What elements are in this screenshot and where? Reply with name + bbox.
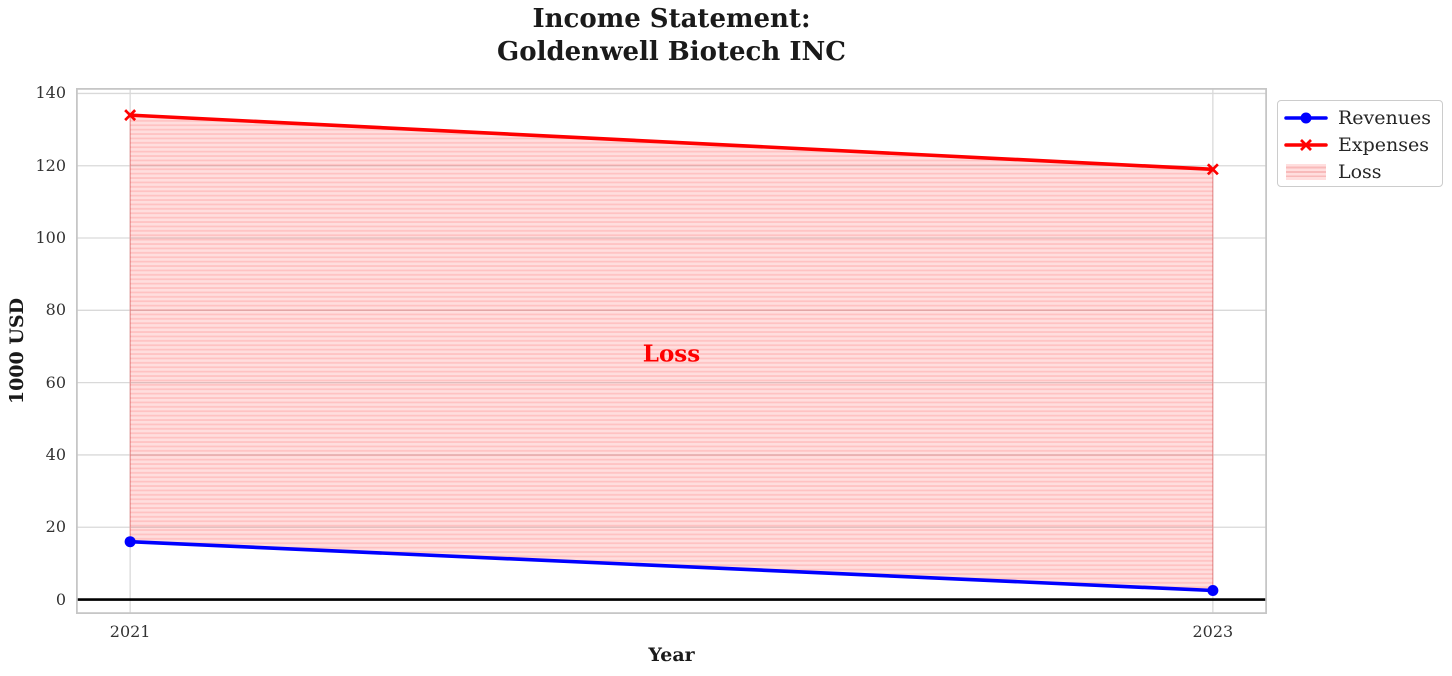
legend: Revenues Expenses Loss xyxy=(1277,100,1443,187)
legend-label-expenses: Expenses xyxy=(1338,133,1429,156)
y-tick-label-140: 140 xyxy=(35,83,66,103)
legend-label-loss: Loss xyxy=(1338,160,1382,183)
legend-label-revenues: Revenues xyxy=(1338,106,1431,129)
legend-item-revenues: Revenues xyxy=(1284,104,1442,131)
x-axis-title: Year xyxy=(648,644,695,666)
loss-hatch-patch xyxy=(1286,163,1326,180)
y-tick-label-100: 100 xyxy=(35,228,66,248)
chart-title-line-2: Goldenwell Biotech INC xyxy=(497,37,846,67)
revenues-line-sample xyxy=(1284,109,1328,127)
revenues-marker xyxy=(124,536,136,548)
plot-area xyxy=(76,88,1267,614)
revenues-sample-glyph xyxy=(1284,112,1328,123)
x-tick-label-2023: 2023 xyxy=(1192,622,1234,641)
y-tick-label-80: 80 xyxy=(45,300,66,320)
revenues-line xyxy=(128,539,1215,593)
chart-title: Income Statement: Goldenwell Biotech INC xyxy=(76,3,1267,69)
expenses-marker xyxy=(124,109,137,122)
plot-border xyxy=(76,88,1267,614)
y-tick-label-60: 60 xyxy=(45,372,66,392)
y-tick-label-20: 20 xyxy=(45,517,66,537)
y-tick-label-120: 120 xyxy=(35,155,66,175)
expenses-line xyxy=(128,113,1215,172)
expenses-marker xyxy=(1206,163,1219,176)
y-tick-label-40: 40 xyxy=(45,444,66,464)
loss-annotation: Loss xyxy=(642,340,701,368)
expenses-line-sample xyxy=(1284,136,1328,154)
legend-item-expenses: Expenses xyxy=(1284,131,1442,158)
y-tick-label-0: 0 xyxy=(55,589,66,609)
loss-hatch-sample xyxy=(1284,163,1328,181)
chart-title-line-1: Income Statement: xyxy=(532,4,811,34)
expenses-sample-glyph xyxy=(1284,138,1328,151)
x-tick-label-2021: 2021 xyxy=(109,622,151,641)
revenues-marker xyxy=(1207,585,1219,597)
legend-item-loss: Loss xyxy=(1284,158,1442,185)
